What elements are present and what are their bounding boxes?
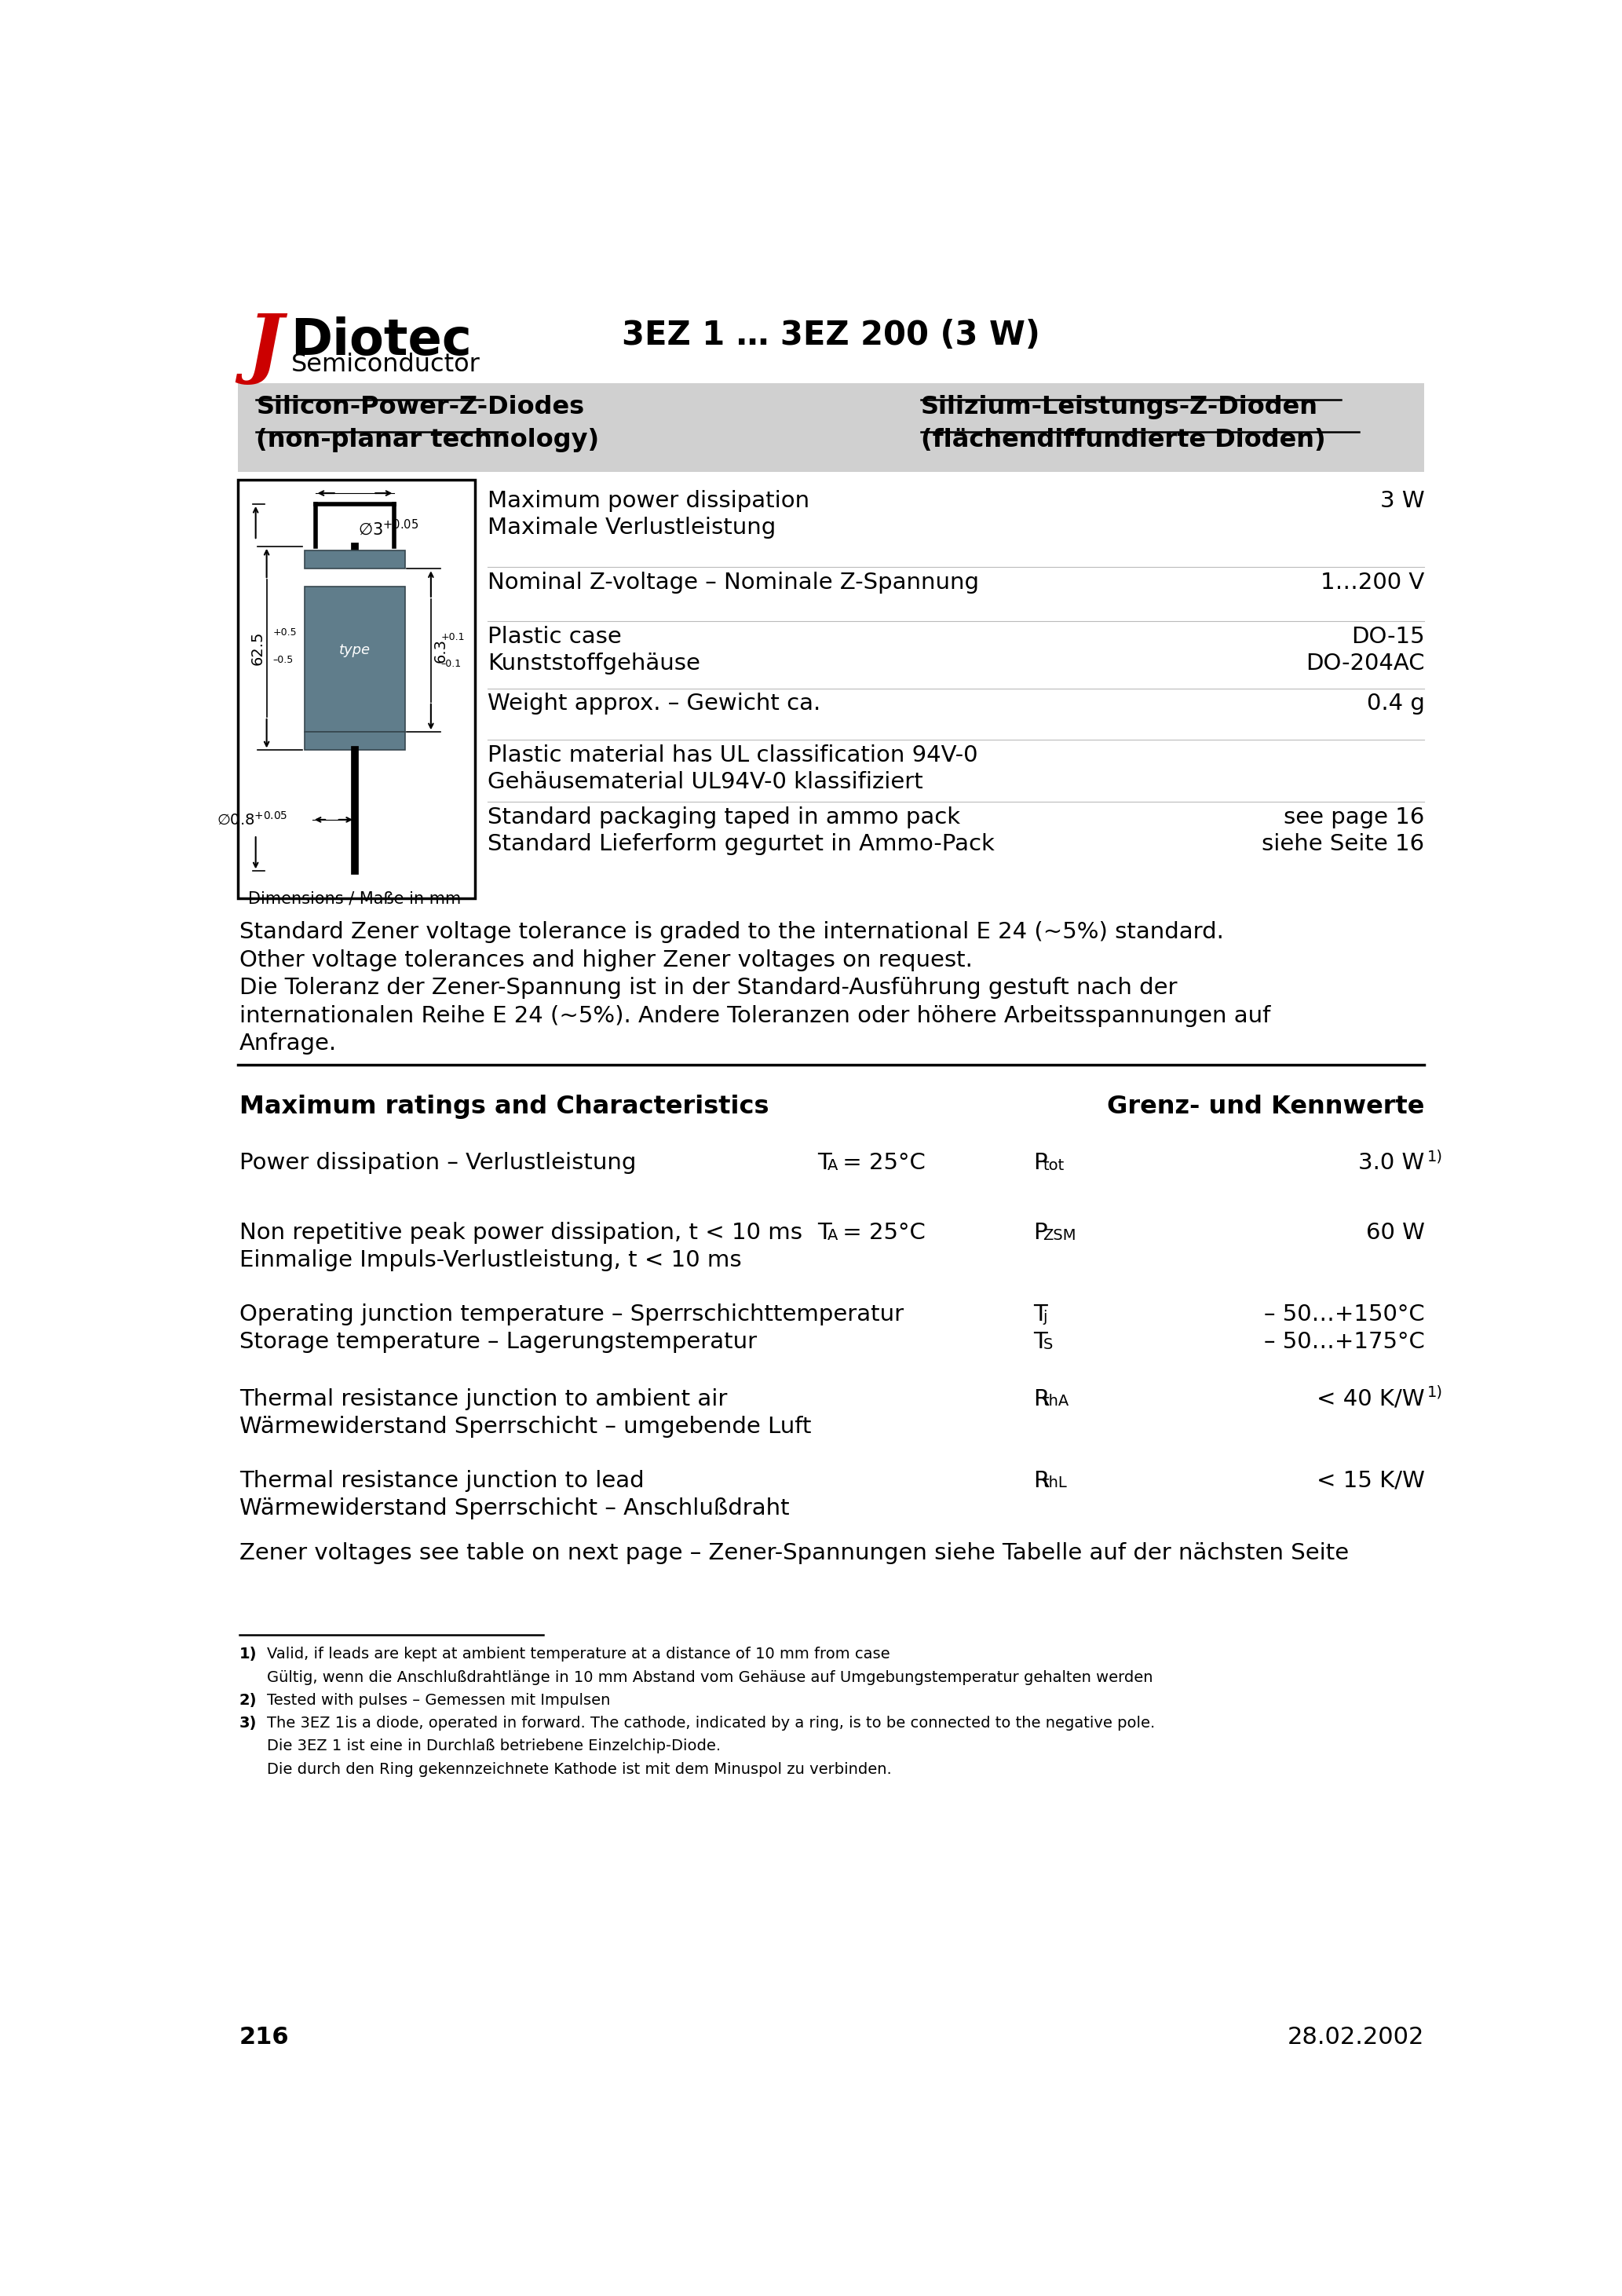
Text: +0.5: +0.5	[272, 627, 297, 638]
Text: Gehäusematerial UL94V-0 klassifiziert: Gehäusematerial UL94V-0 klassifiziert	[488, 771, 923, 792]
Text: –0.1: –0.1	[441, 659, 461, 668]
Text: A: A	[827, 1228, 837, 1242]
Text: 216: 216	[240, 2025, 289, 2048]
Text: Thermal resistance junction to lead: Thermal resistance junction to lead	[240, 1469, 644, 1492]
Text: Storage temperature – Lagerungstemperatur: Storage temperature – Lagerungstemperatu…	[240, 1332, 757, 1352]
Text: (non-planar technology): (non-planar technology)	[256, 427, 600, 452]
Text: Die durch den Ring gekennzeichnete Kathode ist mit dem Minuspol zu verbinden.: Die durch den Ring gekennzeichnete Katho…	[266, 1761, 892, 1777]
Text: Silizium-Leistungs-Z-Dioden: Silizium-Leistungs-Z-Dioden	[921, 395, 1319, 420]
Text: 3EZ 1 … 3EZ 200 (3 W): 3EZ 1 … 3EZ 200 (3 W)	[623, 319, 1040, 351]
Text: Other voltage tolerances and higher Zener voltages on request.: Other voltage tolerances and higher Zene…	[240, 948, 973, 971]
Text: Wärmewiderstand Sperrschicht – Anschlußdraht: Wärmewiderstand Sperrschicht – Anschlußd…	[240, 1497, 790, 1520]
Text: J: J	[247, 310, 282, 383]
Bar	[305, 732, 406, 751]
Text: 6.3: 6.3	[433, 638, 448, 664]
Text: (flächendiffundierte Dioden): (flächendiffundierte Dioden)	[921, 427, 1325, 452]
Text: type: type	[339, 643, 370, 657]
Text: < 40 K/W: < 40 K/W	[1317, 1389, 1424, 1410]
Text: 1): 1)	[240, 1646, 256, 1662]
Text: internationalen Reihe E 24 (~5%). Andere Toleranzen oder höhere Arbeitsspannunge: internationalen Reihe E 24 (~5%). Andere…	[240, 1006, 1270, 1026]
Text: Standard Lieferform gegurtet in Ammo-Pack: Standard Lieferform gegurtet in Ammo-Pac…	[488, 833, 994, 854]
Text: Dimensions / Maße in mm: Dimensions / Maße in mm	[248, 891, 461, 907]
Text: Thermal resistance junction to ambient air: Thermal resistance junction to ambient a…	[240, 1389, 727, 1410]
Text: ZSM: ZSM	[1043, 1228, 1077, 1242]
Text: DO-204AC: DO-204AC	[1306, 652, 1424, 675]
Text: = 25°C: = 25°C	[835, 1153, 926, 1173]
Text: Maximum power dissipation: Maximum power dissipation	[488, 489, 809, 512]
Text: Plastic material has UL classification 94V-0: Plastic material has UL classification 9…	[488, 744, 978, 767]
Text: siehe Seite 16: siehe Seite 16	[1262, 833, 1424, 854]
Text: DO-15: DO-15	[1351, 627, 1424, 647]
Text: 1…200 V: 1…200 V	[1320, 572, 1424, 595]
Text: –0.5: –0.5	[272, 654, 294, 666]
Text: < 15 K/W: < 15 K/W	[1317, 1469, 1424, 1492]
Bar	[305, 551, 406, 569]
Text: Anfrage.: Anfrage.	[240, 1033, 337, 1054]
Text: Die 3EZ 1 ist eine in Durchlaß betriebene Einzelchip-Diode.: Die 3EZ 1 ist eine in Durchlaß betrieben…	[266, 1738, 720, 1754]
Text: P: P	[1033, 1221, 1048, 1244]
Text: Einmalige Impuls-Verlustleistung, t < 10 ms: Einmalige Impuls-Verlustleistung, t < 10…	[240, 1249, 741, 1272]
Text: Tested with pulses – Gemessen mit Impulsen: Tested with pulses – Gemessen mit Impuls…	[266, 1692, 610, 1708]
Text: Valid, if leads are kept at ambient temperature at a distance of 10 mm from case: Valid, if leads are kept at ambient temp…	[266, 1646, 890, 1662]
Text: Gültig, wenn die Anschlußdrahtlänge in 10 mm Abstand vom Gehäuse auf Umgebungste: Gültig, wenn die Anschlußdrahtlänge in 1…	[266, 1669, 1153, 1685]
Text: T: T	[817, 1221, 830, 1244]
Text: 3): 3)	[240, 1715, 256, 1731]
Text: – 50…+175°C: – 50…+175°C	[1264, 1332, 1424, 1352]
Text: tot: tot	[1043, 1157, 1064, 1173]
Text: $\varnothing$3$^{+0.05}$: $\varnothing$3$^{+0.05}$	[358, 519, 418, 537]
Text: Wärmewiderstand Sperrschicht – umgebende Luft: Wärmewiderstand Sperrschicht – umgebende…	[240, 1417, 811, 1437]
Text: = 25°C: = 25°C	[835, 1221, 926, 1244]
Text: Kunststoffgehäuse: Kunststoffgehäuse	[488, 652, 701, 675]
Bar	[238, 480, 475, 898]
Text: +0.1: +0.1	[441, 631, 464, 643]
Text: Grenz- und Kennwerte: Grenz- und Kennwerte	[1108, 1095, 1424, 1118]
Text: 3 W: 3 W	[1380, 489, 1424, 512]
Text: Maximale Verlustleistung: Maximale Verlustleistung	[488, 517, 775, 540]
Text: 1): 1)	[1427, 1150, 1444, 1164]
Text: Silicon-Power-Z-Diodes: Silicon-Power-Z-Diodes	[256, 395, 584, 420]
Text: T: T	[1033, 1332, 1048, 1352]
Text: Die Toleranz der Zener-Spannung ist in der Standard-Ausführung gestuft nach der: Die Toleranz der Zener-Spannung ist in d…	[240, 976, 1178, 999]
Text: Plastic case: Plastic case	[488, 627, 621, 647]
Text: Non repetitive peak power dissipation, t < 10 ms: Non repetitive peak power dissipation, t…	[240, 1221, 803, 1244]
Text: 3.0 W: 3.0 W	[1358, 1153, 1424, 1173]
Text: Standard packaging taped in ammo pack: Standard packaging taped in ammo pack	[488, 806, 960, 829]
Text: A: A	[827, 1157, 837, 1173]
Text: T: T	[817, 1153, 830, 1173]
Text: thA: thA	[1043, 1394, 1069, 1410]
Text: Nominal Z-voltage – Nominale Z-Spannung: Nominal Z-voltage – Nominale Z-Spannung	[488, 572, 980, 595]
Text: Semiconductor: Semiconductor	[290, 354, 480, 377]
Text: see page 16: see page 16	[1283, 806, 1424, 829]
Text: 60 W: 60 W	[1366, 1221, 1424, 1244]
Text: P: P	[1033, 1153, 1048, 1173]
Text: 62.5: 62.5	[250, 631, 264, 666]
Text: R: R	[1033, 1469, 1049, 1492]
Text: Diotec: Diotec	[290, 317, 472, 365]
Text: S: S	[1043, 1336, 1053, 1352]
Text: T: T	[1033, 1304, 1048, 1325]
Text: Operating junction temperature – Sperrschichttemperatur: Operating junction temperature – Sperrsc…	[240, 1304, 903, 1325]
Text: j: j	[1043, 1309, 1048, 1325]
Text: $\varnothing$0.8$^{+0.05}$: $\varnothing$0.8$^{+0.05}$	[217, 810, 289, 829]
Text: 2): 2)	[240, 1692, 256, 1708]
Text: thL: thL	[1043, 1476, 1067, 1490]
Bar	[305, 588, 406, 732]
Text: Zener voltages see table on next page – Zener-Spannungen siehe Tabelle auf der n: Zener voltages see table on next page – …	[240, 1543, 1348, 1564]
Text: The 3EZ 1is a diode, operated in forward. The cathode, indicated by a ring, is t: The 3EZ 1is a diode, operated in forward…	[266, 1715, 1155, 1731]
Bar	[238, 383, 1424, 473]
Text: 0.4 g: 0.4 g	[1366, 693, 1424, 714]
Text: Power dissipation – Verlustleistung: Power dissipation – Verlustleistung	[240, 1153, 636, 1173]
Text: R: R	[1033, 1389, 1049, 1410]
Text: 28.02.2002: 28.02.2002	[1288, 2025, 1424, 2048]
Text: – 50…+150°C: – 50…+150°C	[1264, 1304, 1424, 1325]
Text: Weight approx. – Gewicht ca.: Weight approx. – Gewicht ca.	[488, 693, 821, 714]
Text: Standard Zener voltage tolerance is graded to the international E 24 (~5%) stand: Standard Zener voltage tolerance is grad…	[240, 921, 1223, 944]
Text: 1): 1)	[1427, 1384, 1444, 1401]
Text: Maximum ratings and Characteristics: Maximum ratings and Characteristics	[240, 1095, 769, 1118]
